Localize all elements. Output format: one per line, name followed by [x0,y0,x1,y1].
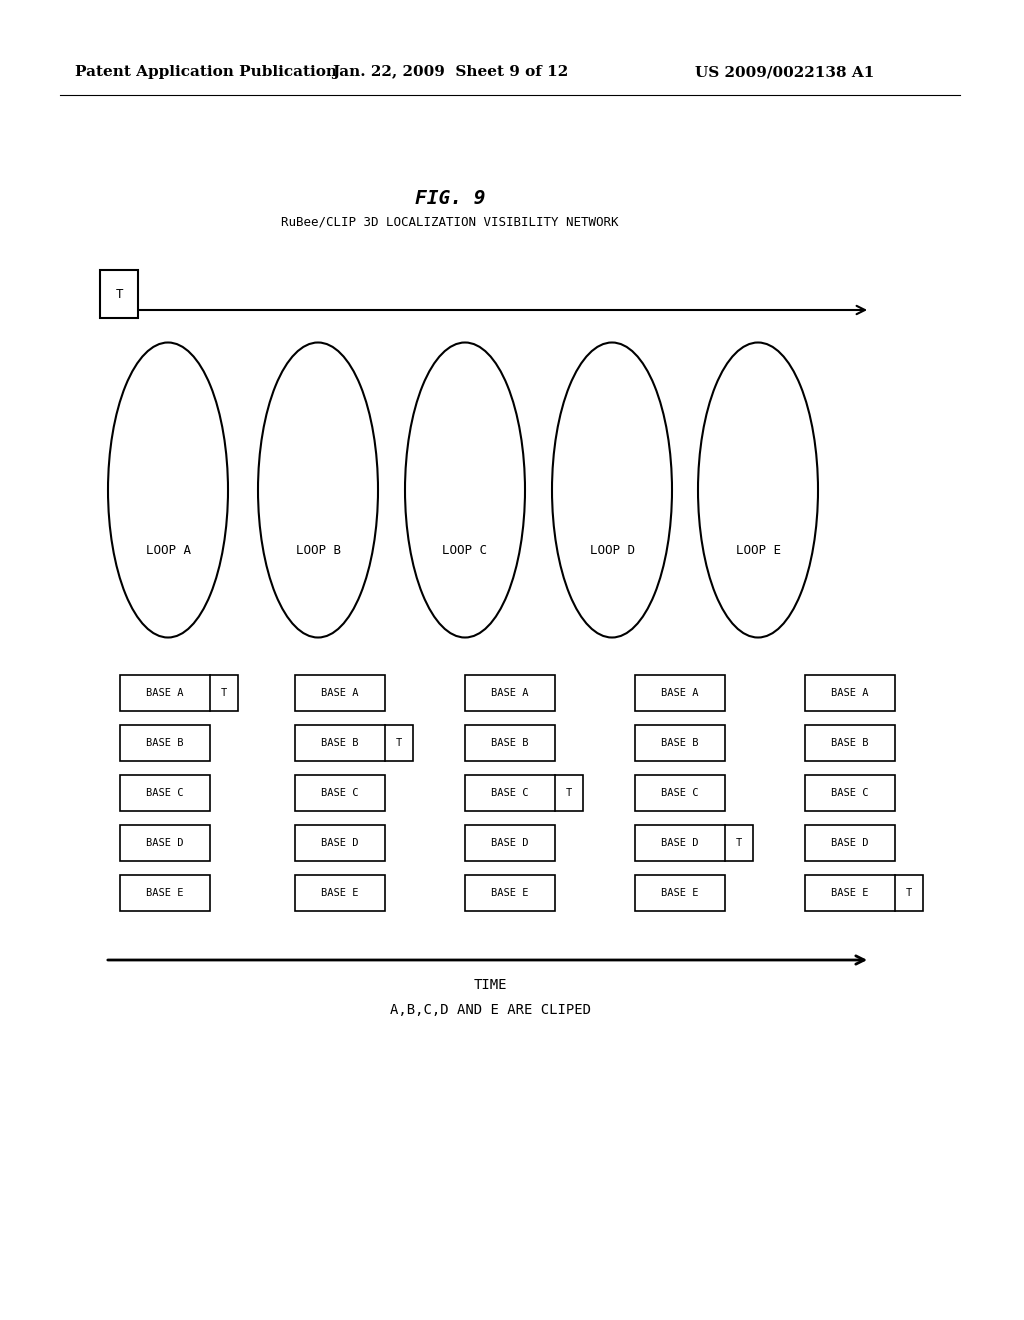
Text: BASE B: BASE B [492,738,528,748]
Bar [805,775,895,810]
Bar [295,875,385,911]
Text: BASE B: BASE B [322,738,358,748]
Text: BASE A: BASE A [662,688,698,698]
Bar [805,675,895,711]
Bar [805,875,923,911]
Bar [295,675,385,711]
Text: T: T [906,888,912,898]
Bar [295,825,385,861]
Text: BASE E: BASE E [322,888,358,898]
Text: T: T [116,288,123,301]
Text: BASE D: BASE D [492,838,528,847]
Text: T: T [566,788,572,799]
Text: A,B,C,D AND E ARE CLIPED: A,B,C,D AND E ARE CLIPED [389,1003,591,1016]
Text: BASE D: BASE D [146,838,183,847]
Text: T: T [396,738,402,748]
Ellipse shape [406,342,525,638]
Text: BASE E: BASE E [492,888,528,898]
Text: T: T [221,688,227,698]
Ellipse shape [108,342,228,638]
Bar [120,675,238,711]
Text: BASE B: BASE B [146,738,183,748]
Text: LOOP C: LOOP C [442,544,487,557]
Text: LOOP E: LOOP E [735,544,780,557]
Ellipse shape [698,342,818,638]
Bar [295,775,385,810]
Text: BASE E: BASE E [662,888,698,898]
Bar [635,825,753,861]
Text: BASE A: BASE A [146,688,183,698]
Bar [100,271,138,318]
Text: BASE C: BASE C [492,788,528,799]
Bar [805,825,895,861]
Text: LOOP B: LOOP B [296,544,341,557]
Text: BASE D: BASE D [322,838,358,847]
Bar [465,875,555,911]
Text: BASE C: BASE C [831,788,868,799]
Text: BASE E: BASE E [831,888,868,898]
Text: BASE B: BASE B [662,738,698,748]
Text: LOOP D: LOOP D [590,544,635,557]
Text: BASE D: BASE D [662,838,698,847]
Ellipse shape [258,342,378,638]
Bar [120,725,210,762]
Text: BASE C: BASE C [146,788,183,799]
Bar [120,875,210,911]
Bar [635,775,725,810]
Text: Patent Application Publication: Patent Application Publication [75,65,337,79]
Text: BASE C: BASE C [322,788,358,799]
Text: BASE B: BASE B [831,738,868,748]
Text: BASE D: BASE D [831,838,868,847]
Text: FIG. 9: FIG. 9 [415,189,485,207]
Bar [465,675,555,711]
Bar [805,725,895,762]
Text: US 2009/0022138 A1: US 2009/0022138 A1 [695,65,874,79]
Bar [120,825,210,861]
Bar [295,725,413,762]
Text: RuBee/CLIP 3D LOCALIZATION VISIBILITY NETWORK: RuBee/CLIP 3D LOCALIZATION VISIBILITY NE… [282,215,618,228]
Text: BASE A: BASE A [322,688,358,698]
Text: BASE A: BASE A [492,688,528,698]
Bar [635,725,725,762]
Text: LOOP A: LOOP A [145,544,190,557]
Text: TIME: TIME [473,978,507,993]
Bar [635,675,725,711]
Text: T: T [736,838,742,847]
Bar [465,825,555,861]
Bar [120,775,210,810]
Bar [465,775,583,810]
Text: Jan. 22, 2009  Sheet 9 of 12: Jan. 22, 2009 Sheet 9 of 12 [332,65,568,79]
Ellipse shape [552,342,672,638]
Text: BASE C: BASE C [662,788,698,799]
Bar [465,725,555,762]
Text: BASE A: BASE A [831,688,868,698]
Bar [635,875,725,911]
Text: BASE E: BASE E [146,888,183,898]
